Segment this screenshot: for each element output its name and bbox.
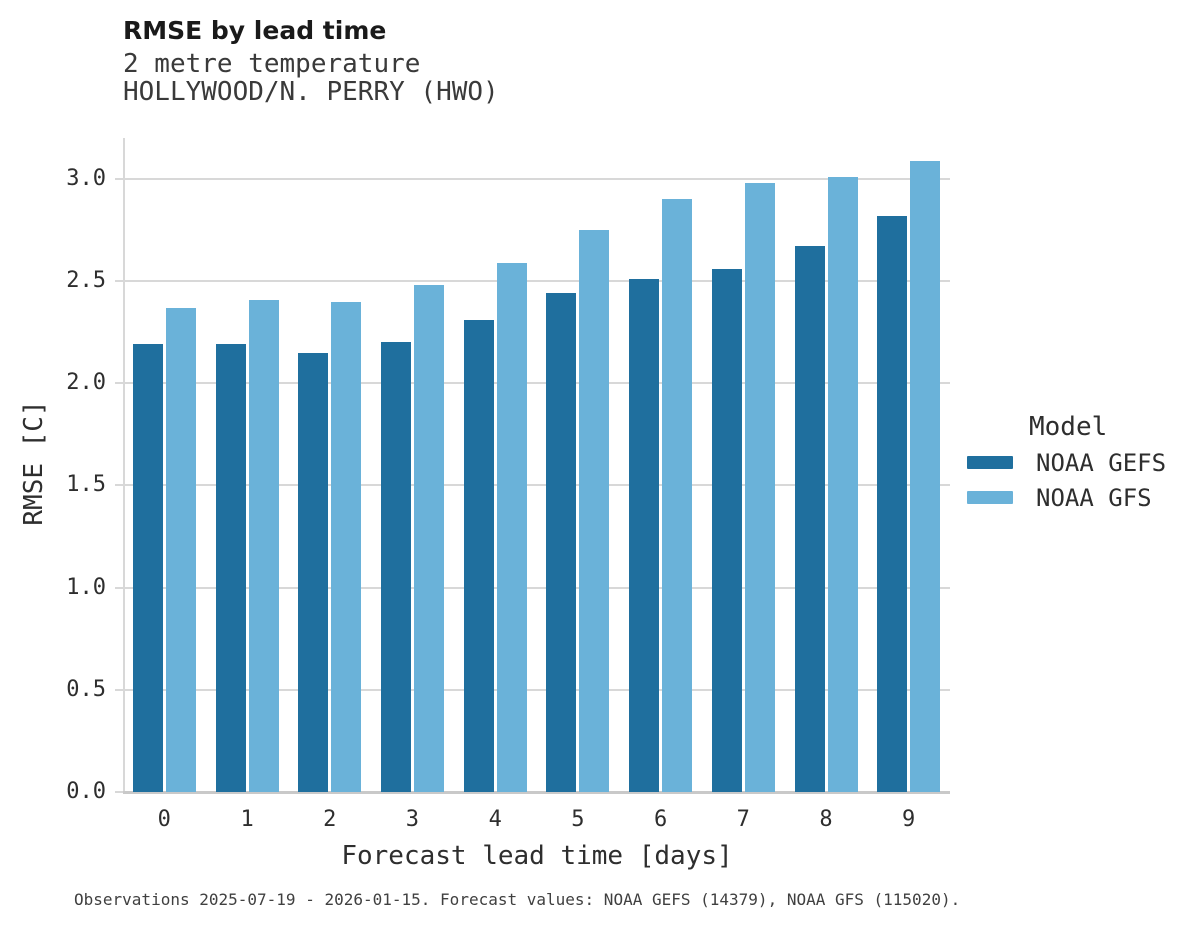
x-axis-label: Forecast lead time [days] xyxy=(341,841,733,871)
gridline-1.5 xyxy=(125,484,950,487)
x-tick-label-7: 7 xyxy=(736,807,750,832)
y-tick-mark-0.5 xyxy=(115,688,123,691)
bar-noaa-gefs-lead-1 xyxy=(215,344,246,792)
bar-noaa-gefs-lead-4 xyxy=(463,319,494,792)
legend: Model NOAA GEFS NOAA GFS xyxy=(967,410,1166,515)
chart-title: RMSE by lead time xyxy=(123,16,387,45)
legend-label-noaa-gfs: NOAA GFS xyxy=(1036,483,1152,512)
chart-subtitle-station: HOLLYWOOD/N. PERRY (HWO) xyxy=(123,77,499,107)
y-tick-mark-0.0 xyxy=(115,791,123,793)
y-tick-label-2.5: 2.5 xyxy=(66,268,106,294)
bar-noaa-gfs-lead-8 xyxy=(827,176,858,792)
x-tick-label-9: 9 xyxy=(901,807,916,832)
bar-noaa-gefs-lead-3 xyxy=(380,342,411,792)
gridline-2.0 xyxy=(125,382,950,385)
bar-noaa-gfs-lead-5 xyxy=(579,230,610,792)
bar-noaa-gefs-lead-8 xyxy=(794,246,825,792)
bar-noaa-gefs-lead-0 xyxy=(132,344,163,792)
y-tick-mark-3.0 xyxy=(115,177,123,180)
gridline-0.5 xyxy=(125,688,950,691)
legend-entry-noaa-gfs: NOAA GFS xyxy=(967,480,1166,515)
plot-area xyxy=(123,138,950,794)
title-block: RMSE by lead time 2 metre temperature HO… xyxy=(123,16,499,106)
bar-noaa-gefs-lead-7 xyxy=(711,268,742,792)
bar-noaa-gfs-lead-3 xyxy=(413,285,444,792)
y-axis-label: RMSE [C] xyxy=(19,400,49,526)
bar-noaa-gfs-lead-9 xyxy=(910,160,941,792)
bar-noaa-gfs-lead-4 xyxy=(496,262,527,792)
y-tick-mark-2.5 xyxy=(115,280,123,283)
x-tick-label-1: 1 xyxy=(240,807,254,832)
y-tick-mark-1.0 xyxy=(115,586,123,589)
bar-noaa-gfs-lead-2 xyxy=(331,301,362,792)
gridline-1.0 xyxy=(125,586,950,589)
x-tick-label-5: 5 xyxy=(571,807,585,832)
gridline-3.0 xyxy=(125,177,950,180)
bar-noaa-gfs-lead-1 xyxy=(248,299,279,792)
legend-swatch-noaa-gfs xyxy=(967,491,1013,504)
x-tick-label-3: 3 xyxy=(405,807,420,832)
y-tick-label-2.0: 2.0 xyxy=(66,370,106,396)
bar-noaa-gefs-lead-9 xyxy=(877,215,908,792)
gridline-2.5 xyxy=(125,280,950,283)
bar-noaa-gefs-lead-6 xyxy=(629,279,660,792)
legend-entry-noaa-gefs: NOAA GEFS xyxy=(967,445,1166,480)
legend-title: Model xyxy=(1029,412,1108,442)
y-tick-label-3.0: 3.0 xyxy=(66,165,106,191)
bar-noaa-gfs-lead-6 xyxy=(662,199,693,792)
x-tick-label-4: 4 xyxy=(488,807,502,832)
x-tick-label-2: 2 xyxy=(323,807,337,832)
y-tick-label-0.5: 0.5 xyxy=(66,676,106,702)
legend-swatch-noaa-gefs xyxy=(967,456,1013,469)
x-tick-label-8: 8 xyxy=(819,807,833,832)
footnote: Observations 2025-07-19 - 2026-01-15. Fo… xyxy=(74,890,961,909)
legend-label-noaa-gefs: NOAA GEFS xyxy=(1036,448,1167,477)
y-axis-spine xyxy=(123,138,125,792)
bar-noaa-gefs-lead-5 xyxy=(546,293,577,792)
x-tick-label-0: 0 xyxy=(157,807,171,832)
x-axis-baseline xyxy=(123,791,950,794)
bar-noaa-gfs-lead-0 xyxy=(165,307,196,792)
x-tick-label-6: 6 xyxy=(653,807,668,832)
y-tick-label-1.5: 1.5 xyxy=(66,472,106,498)
chart-subtitle-variable: 2 metre temperature xyxy=(123,49,421,79)
bar-noaa-gfs-lead-7 xyxy=(744,183,775,792)
y-tick-label-0.0: 0.0 xyxy=(66,779,106,804)
y-tick-label-1.0: 1.0 xyxy=(66,574,106,600)
bar-noaa-gefs-lead-2 xyxy=(298,352,329,792)
y-tick-mark-2.0 xyxy=(115,382,123,385)
y-tick-mark-1.5 xyxy=(115,484,123,487)
